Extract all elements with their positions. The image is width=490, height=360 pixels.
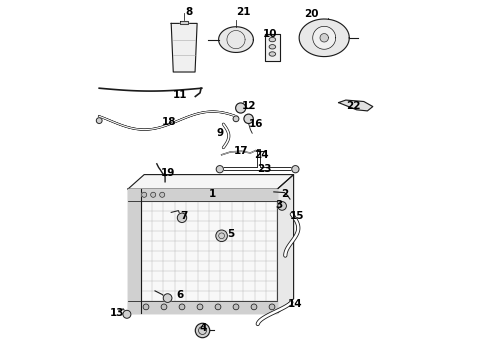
- Ellipse shape: [269, 45, 275, 49]
- Polygon shape: [299, 19, 349, 57]
- Ellipse shape: [269, 52, 275, 56]
- Polygon shape: [219, 27, 253, 53]
- Circle shape: [216, 166, 223, 173]
- Text: 21: 21: [236, 6, 250, 17]
- Ellipse shape: [269, 37, 275, 42]
- Circle shape: [151, 192, 156, 197]
- Circle shape: [269, 304, 275, 310]
- Text: 12: 12: [242, 101, 256, 111]
- Text: 19: 19: [160, 168, 175, 178]
- Text: 3: 3: [275, 200, 283, 210]
- Polygon shape: [313, 26, 336, 49]
- Text: 23: 23: [258, 164, 272, 174]
- Circle shape: [233, 116, 239, 122]
- Polygon shape: [339, 100, 373, 111]
- Text: 9: 9: [216, 128, 223, 138]
- Text: 20: 20: [304, 9, 319, 19]
- Circle shape: [163, 294, 172, 302]
- Circle shape: [161, 304, 167, 310]
- Circle shape: [216, 230, 227, 242]
- Polygon shape: [128, 189, 141, 313]
- Text: 15: 15: [290, 211, 304, 221]
- Text: 10: 10: [263, 29, 277, 39]
- Circle shape: [160, 192, 165, 197]
- Circle shape: [97, 118, 102, 123]
- Text: 18: 18: [162, 117, 177, 127]
- Text: 24: 24: [254, 150, 269, 160]
- Polygon shape: [277, 175, 294, 313]
- Text: 11: 11: [173, 90, 188, 100]
- Circle shape: [179, 304, 185, 310]
- Text: 1: 1: [209, 189, 216, 199]
- Text: 14: 14: [288, 299, 303, 309]
- Text: 8: 8: [186, 6, 193, 17]
- Circle shape: [197, 304, 203, 310]
- Circle shape: [142, 192, 147, 197]
- Text: 2: 2: [281, 189, 288, 199]
- Circle shape: [143, 304, 149, 310]
- Circle shape: [123, 310, 131, 318]
- Circle shape: [251, 304, 257, 310]
- Text: 5: 5: [227, 229, 234, 239]
- Circle shape: [215, 304, 221, 310]
- Circle shape: [233, 304, 239, 310]
- Polygon shape: [128, 189, 277, 313]
- Circle shape: [278, 202, 286, 210]
- Circle shape: [292, 166, 299, 173]
- Polygon shape: [180, 21, 189, 24]
- Text: 22: 22: [346, 101, 360, 111]
- Circle shape: [236, 103, 245, 113]
- Circle shape: [177, 213, 187, 222]
- Circle shape: [244, 114, 253, 123]
- Polygon shape: [171, 23, 197, 72]
- Text: 16: 16: [248, 119, 263, 129]
- Text: 7: 7: [180, 211, 188, 221]
- Text: 6: 6: [176, 290, 184, 300]
- Polygon shape: [320, 33, 328, 42]
- Text: 13: 13: [110, 308, 124, 318]
- Polygon shape: [265, 34, 280, 61]
- Polygon shape: [128, 189, 277, 201]
- Circle shape: [196, 323, 210, 338]
- Polygon shape: [128, 301, 277, 313]
- Text: 17: 17: [234, 146, 249, 156]
- Polygon shape: [128, 175, 294, 189]
- Text: 4: 4: [200, 323, 207, 333]
